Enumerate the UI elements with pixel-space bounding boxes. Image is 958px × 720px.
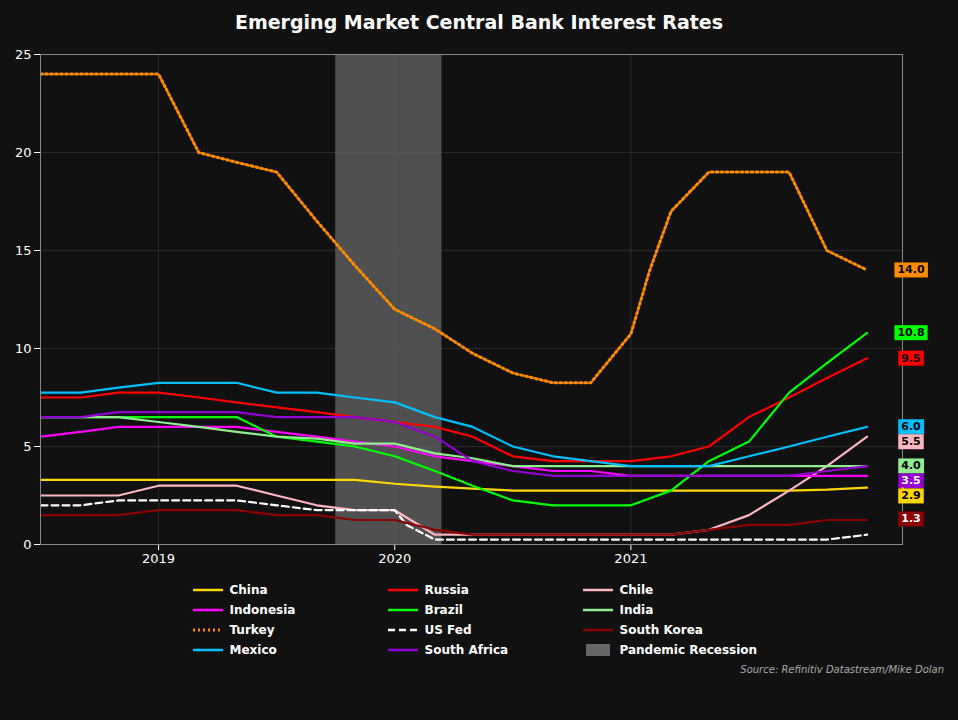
svg-text:25: 25 — [15, 47, 32, 62]
svg-text:14.0: 14.0 — [897, 263, 924, 276]
svg-text:15: 15 — [15, 243, 32, 258]
svg-text:1.3: 1.3 — [901, 512, 921, 525]
svg-text:2021: 2021 — [614, 551, 647, 566]
svg-text:2019: 2019 — [142, 551, 175, 566]
html-text:India: India — [619, 603, 654, 617]
svg-text:3.5: 3.5 — [901, 474, 921, 487]
html-text:China: China — [229, 583, 268, 597]
svg-text:5.5: 5.5 — [901, 435, 921, 448]
html-text:Source: Refinitiv Datastream/M: Source: Refinitiv Datastream/Mike Dolan — [740, 664, 944, 675]
html-text:Indonesia: Indonesia — [229, 603, 296, 617]
html-text:Russia: Russia — [424, 583, 469, 597]
svg-text:2.9: 2.9 — [901, 489, 921, 502]
svg-text:0: 0 — [23, 537, 31, 552]
svg-text:10: 10 — [15, 341, 32, 356]
html-text:Pandemic Recession: Pandemic Recession — [619, 643, 758, 657]
html-text:South Korea: South Korea — [619, 623, 703, 637]
html-text:Brazil: Brazil — [424, 603, 463, 617]
html-text:Chile: Chile — [619, 583, 654, 597]
svg-text:5: 5 — [23, 439, 31, 454]
svg-text:2020: 2020 — [378, 551, 411, 566]
svg-text:6.0: 6.0 — [901, 420, 921, 433]
html-text:Mexico: Mexico — [229, 643, 277, 657]
html-text:South Africa: South Africa — [424, 643, 509, 657]
html-text:Emerging Market Central Bank I: Emerging Market Central Bank Interest Ra… — [235, 11, 723, 33]
html-text:Turkey: Turkey — [229, 623, 275, 637]
svg-text:9.5: 9.5 — [901, 352, 921, 365]
svg-text:10.8: 10.8 — [897, 326, 924, 339]
svg-text:20: 20 — [15, 145, 32, 160]
html-text:US Fed: US Fed — [424, 623, 472, 637]
svg-text:4.0: 4.0 — [901, 459, 921, 472]
